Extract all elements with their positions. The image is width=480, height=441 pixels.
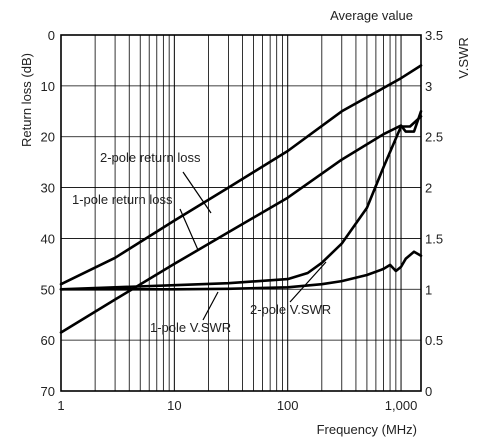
y-left-tick-label: 0 (48, 28, 55, 43)
plot-frame (60, 34, 422, 392)
y-left-tick-label: 40 (41, 231, 55, 246)
series-line-2-pole-v-swr (59, 115, 423, 291)
series-line-1-pole-return-loss (59, 110, 423, 334)
y-left-tick-label: 60 (41, 333, 55, 348)
annotation-1-pole-vswr: 1-pole V.SWR (150, 291, 231, 335)
y-right-tick-label: 1 (425, 282, 432, 297)
annotation-label: 2-pole V.SWR (250, 302, 331, 317)
y-left-axis-title: Return loss (dB) (19, 53, 34, 147)
y-left-tick-label: 30 (41, 181, 55, 196)
series-layer (59, 64, 423, 334)
y-right-tick-label: 2 (425, 181, 432, 196)
y-right-tick-label: 2.5 (425, 130, 443, 145)
annotation-label: 1-pole V.SWR (150, 320, 231, 335)
y-right-tick-label: 3 (425, 79, 432, 94)
annotation-leader (179, 208, 199, 251)
x-tick-label: 1 (57, 398, 64, 413)
y-left-tick-label: 10 (41, 79, 55, 94)
y-left-tick-label: 70 (41, 384, 55, 399)
x-tick-label: 10 (167, 398, 181, 413)
tick-labels: 1 10 100 1,000 0 10 20 30 40 50 60 70 0 0.5 1 1.5 2 2.5 3 3… (41, 28, 444, 413)
y-left-tick-label: 20 (41, 130, 55, 145)
x-axis-title: Frequency (MHz) (317, 422, 417, 437)
y-right-tick-label: 3.5 (425, 28, 443, 43)
annotation-leader (289, 261, 327, 303)
series-line-2-pole-return-loss (59, 64, 423, 286)
y-right-axis-title: V.SWR (456, 37, 471, 78)
annotation-1-pole-return-loss: 1-pole return loss (72, 192, 199, 251)
annotation-2-pole-vswr: 2-pole V.SWR (250, 261, 331, 317)
grid (61, 35, 421, 391)
annotation-leader (202, 291, 219, 321)
y-right-tick-label: 0 (425, 384, 432, 399)
y-right-tick-label: 1.5 (425, 231, 443, 246)
annotation-label: 1-pole return loss (72, 192, 173, 207)
chart-title: Average value (330, 8, 413, 23)
annotation-label: 2-pole return loss (100, 150, 201, 165)
x-tick-label: 100 (277, 398, 299, 413)
y-right-tick-label: 0.5 (425, 333, 443, 348)
y-left-tick-label: 50 (41, 282, 55, 297)
series-line-1-pole-v-swr (59, 250, 423, 291)
annotation-leader (182, 171, 212, 214)
x-tick-label: 1,000 (385, 398, 418, 413)
annotation-2-pole-return-loss: 2-pole return loss (100, 150, 212, 214)
